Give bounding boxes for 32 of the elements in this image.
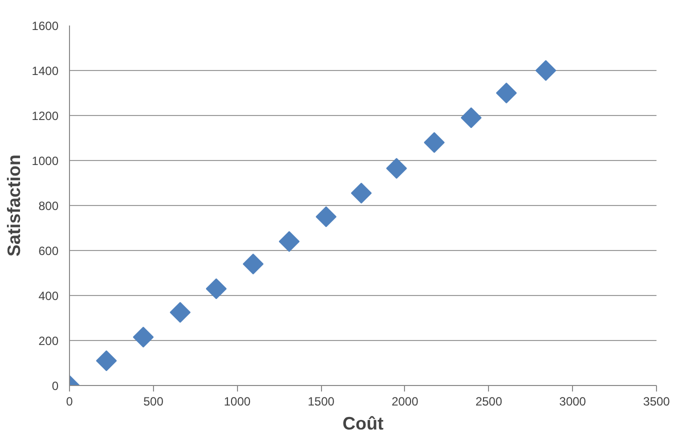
y-tick-label: 1200 <box>32 109 59 123</box>
x-tick-label: 0 <box>66 394 74 408</box>
y-tick-label: 1400 <box>32 64 59 78</box>
point <box>316 206 336 228</box>
y-tick-label: 1600 <box>32 19 59 33</box>
x-tick-label: 1500 <box>308 394 335 408</box>
point <box>386 158 407 179</box>
y-tick-label: 800 <box>38 199 59 213</box>
y-tick-label: 400 <box>38 289 59 303</box>
point <box>496 82 517 104</box>
x-tick-label: 2500 <box>475 394 502 408</box>
y-tick-label: 0 <box>52 379 59 393</box>
x-tick-label: 3000 <box>559 394 586 408</box>
point <box>535 60 556 81</box>
point <box>424 132 445 153</box>
x-tick-label: 2000 <box>392 394 419 408</box>
point <box>350 182 372 204</box>
x-tick-label: 3500 <box>643 394 670 408</box>
point <box>170 302 191 323</box>
point <box>96 350 117 372</box>
x-tick-label: 1000 <box>224 394 251 408</box>
point <box>460 107 482 128</box>
y-tick-label: 1000 <box>32 154 59 168</box>
x-axis-title: Coût <box>342 414 384 434</box>
y-axis-title: Satisfaction <box>4 154 24 257</box>
point <box>242 254 264 274</box>
point <box>278 231 300 252</box>
point <box>132 326 154 348</box>
y-tick-label: 600 <box>38 244 59 258</box>
y-tick-label: 200 <box>38 334 59 348</box>
point <box>206 278 227 300</box>
x-tick-label: 500 <box>143 394 164 408</box>
